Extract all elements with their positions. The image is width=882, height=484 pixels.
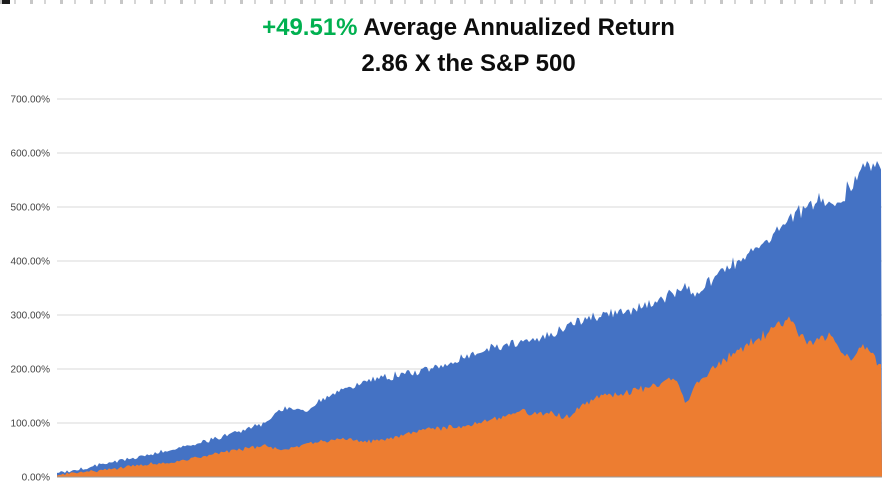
y-axis-tick-label: 100.00% — [11, 419, 51, 430]
y-axis-tick-label: 300.00% — [11, 311, 51, 322]
title-return-highlight: +49.51% — [262, 14, 358, 41]
y-axis-tick-label: 200.00% — [11, 365, 51, 376]
y-axis-tick-label: 500.00% — [11, 203, 51, 214]
cropped-top-tick-marks — [0, 0, 882, 4]
title-rest: Average Annualized Return — [357, 14, 675, 41]
chart-subtitle: 2.86 X the S&P 500 — [361, 50, 576, 77]
chart-title: +49.51% Average Annualized Return — [57, 10, 880, 46]
y-axis-tick-label: 700.00% — [11, 95, 51, 106]
cropped-corner-mark — [2, 0, 10, 4]
sp500-area-series — [57, 316, 882, 477]
y-axis-tick-label: 600.00% — [11, 149, 51, 160]
y-axis-tick-label: 400.00% — [11, 257, 51, 268]
chart-title-block: +49.51% Average Annualized Return 2.86 X… — [57, 10, 880, 82]
y-axis-tick-label: 0.00% — [22, 473, 50, 484]
